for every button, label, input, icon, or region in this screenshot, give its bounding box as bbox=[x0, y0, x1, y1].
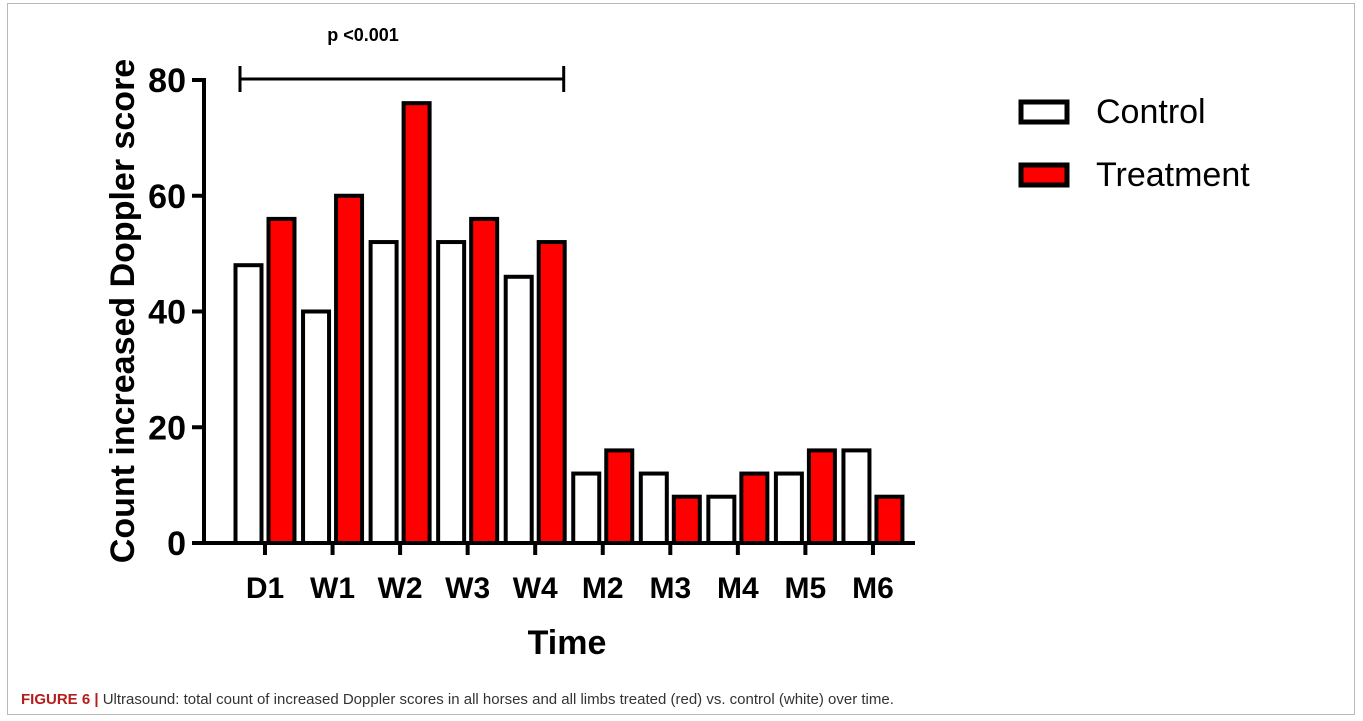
y-tick-label-60: 60 bbox=[148, 178, 186, 216]
bar-treatment-d1 bbox=[269, 219, 295, 543]
bar-treatment-m3 bbox=[674, 497, 700, 543]
y-tick-label-40: 40 bbox=[148, 294, 186, 332]
y-tick-label-80: 80 bbox=[148, 62, 186, 100]
bar-treatment-w4 bbox=[539, 242, 565, 543]
bar-control-m2 bbox=[573, 474, 599, 543]
legend-swatch-treatment bbox=[1021, 165, 1067, 185]
bar-control-m5 bbox=[776, 474, 802, 543]
x-tick-label-w4: W4 bbox=[513, 572, 558, 605]
legend-label-treatment: Treatment bbox=[1096, 156, 1250, 194]
bar-control-w4 bbox=[506, 277, 532, 543]
bar-control-w3 bbox=[438, 242, 464, 543]
bar-treatment-m2 bbox=[606, 450, 632, 543]
x-tick-label-w2: W2 bbox=[378, 572, 423, 605]
x-tick-label-m6: M6 bbox=[852, 572, 894, 605]
bar-treatment-m5 bbox=[809, 450, 835, 543]
annotation-text: p <0.001 bbox=[327, 25, 399, 45]
bar-treatment-m4 bbox=[741, 474, 767, 543]
x-tick-label-m5: M5 bbox=[785, 572, 827, 605]
y-axis-ticks: 0 20 40 60 80 bbox=[148, 62, 204, 563]
legend: Control Treatment bbox=[1021, 93, 1250, 194]
bar-control-w1 bbox=[303, 312, 329, 544]
bar-control-d1 bbox=[236, 265, 262, 543]
x-tick-label-w1: W1 bbox=[310, 572, 355, 605]
x-tick-label-m3: M3 bbox=[649, 572, 691, 605]
bar-treatment-m6 bbox=[876, 497, 902, 543]
x-tick-label-m4: M4 bbox=[717, 572, 759, 605]
bar-control-m4 bbox=[708, 497, 734, 543]
y-axis-label: Count increased Doppler score bbox=[104, 59, 142, 563]
bar-control-m6 bbox=[843, 450, 869, 543]
figure-caption-text: Ultrasound: total count of increased Dop… bbox=[99, 691, 894, 708]
y-tick-label-20: 20 bbox=[148, 409, 186, 447]
legend-swatch-control bbox=[1021, 102, 1067, 122]
bar-control-w2 bbox=[371, 242, 397, 543]
bars bbox=[236, 103, 903, 543]
significance-annotation: p <0.001 bbox=[240, 25, 564, 92]
legend-label-control: Control bbox=[1096, 93, 1206, 131]
x-axis-label: Time bbox=[528, 624, 607, 662]
bar-treatment-w3 bbox=[471, 219, 497, 543]
x-axis-ticks: D1 W1 W2 W3 W4 M2 M3 M4 M5 M6 bbox=[246, 543, 894, 605]
bar-treatment-w1 bbox=[336, 196, 362, 543]
x-tick-label-d1: D1 bbox=[246, 572, 284, 605]
figure-caption-label: FIGURE 6 | bbox=[21, 691, 99, 708]
figure-caption: FIGURE 6 | Ultrasound: total count of in… bbox=[21, 691, 894, 708]
bar-treatment-w2 bbox=[404, 103, 430, 543]
x-tick-label-m2: M2 bbox=[582, 572, 624, 605]
x-tick-label-w3: W3 bbox=[445, 572, 490, 605]
bar-control-m3 bbox=[641, 474, 667, 543]
y-tick-label-0: 0 bbox=[167, 525, 186, 563]
